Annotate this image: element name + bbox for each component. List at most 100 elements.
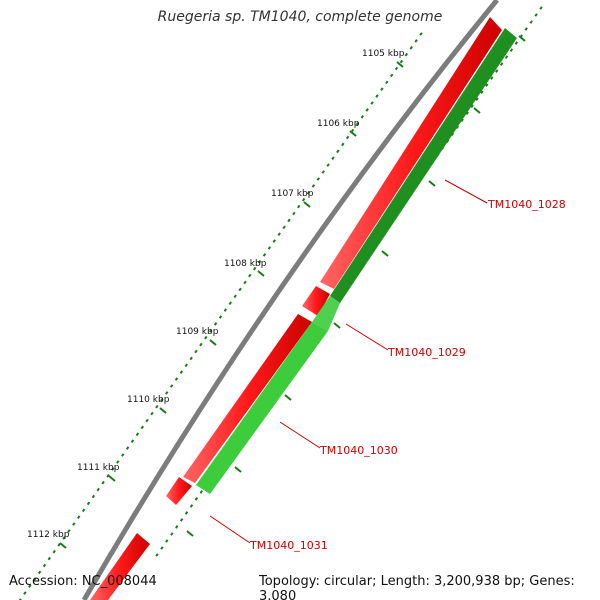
scale-dot-inner — [316, 177, 320, 181]
scale-dot-inner — [404, 52, 408, 57]
scale-dot-inner — [375, 94, 379, 98]
scale-dot-inner — [160, 397, 164, 402]
scale-dot-inner — [326, 163, 330, 167]
major-tick-1107 — [303, 201, 311, 208]
tick-label-1112: 1112 kbp — [27, 530, 70, 540]
scale-dot-outer — [165, 539, 169, 543]
scale-dot-inner — [77, 515, 81, 520]
major-tick-1105 — [396, 61, 404, 68]
scale-dot-inner — [223, 308, 228, 312]
scale-dot-inner — [101, 480, 105, 485]
gene-label-tm1040-1030[interactable]: TM1040_1030 — [319, 444, 398, 457]
scale-dot-outer — [175, 525, 179, 529]
scale-dot-inner — [380, 87, 384, 92]
scale-dot-inner — [130, 439, 135, 444]
gene-arrow-tm1040-1029-forward[interactable] — [312, 296, 340, 331]
scale-dot-inner — [267, 246, 272, 250]
tick-label-1106: 1106 kbp — [317, 119, 360, 129]
scale-dot-inner — [355, 121, 360, 126]
scale-dot-inner — [174, 377, 179, 381]
tick-label-1108: 1108 kbp — [224, 259, 267, 269]
scale-dot-inner — [345, 135, 350, 140]
scale-dot-inner — [243, 280, 247, 285]
scale-dot-inner — [140, 425, 144, 430]
gene-labels: TM1040_1028 TM1040_1029 TM1040_1030 TM10… — [209, 179, 566, 552]
scale-dot-inner — [72, 522, 76, 526]
major-tick-1112 — [59, 542, 67, 549]
scale-dot-outer — [199, 490, 203, 494]
scale-dot-inner — [67, 529, 71, 533]
scale-dot-inner — [341, 142, 345, 147]
major-tick-1111 — [108, 475, 116, 482]
scale-dot-inner — [184, 363, 188, 368]
scale-dot-outer — [179, 518, 184, 522]
leader-line-1028 — [444, 179, 488, 204]
leader-line-1031 — [209, 515, 251, 544]
gene-label-tm1040-1031[interactable]: TM1040_1031 — [249, 539, 328, 552]
major-tick-1108 — [257, 270, 265, 277]
gene-arrow-tm1040-1030-forward[interactable] — [196, 322, 328, 494]
scale-dot-outer — [470, 104, 474, 109]
scale-tick-labels: 1105 kbp 1106 kbp 1107 kbp 1108 kbp 1109… — [27, 49, 405, 540]
scale-dot-inner — [125, 446, 130, 450]
scale-dot-inner — [111, 467, 115, 471]
scale-dot-inner — [238, 287, 242, 292]
scale-dot-inner — [18, 598, 22, 600]
scale-dot-outer — [539, 6, 543, 10]
scale-dot-inner — [91, 494, 96, 499]
scale-dot-inner — [272, 239, 276, 243]
gene-arrow-next[interactable] — [90, 533, 150, 600]
scale-dot-outer — [490, 76, 494, 80]
scale-dot-inner — [414, 39, 418, 43]
scale-dot-inner — [81, 508, 86, 513]
scale-dot-inner — [121, 453, 125, 457]
scale-dot-inner — [233, 294, 237, 299]
scale-dot-inner — [33, 577, 37, 582]
major-tick-1110 — [159, 407, 167, 414]
scale-dot-outer — [529, 20, 533, 24]
scale-dot-inner — [150, 411, 154, 416]
scale-dot-outer — [465, 111, 469, 116]
tick-label-1109: 1109 kbp — [176, 327, 219, 337]
scale-dot-inner — [331, 156, 335, 161]
scale-dot-inner — [135, 432, 140, 437]
genome-title: Ruegeria sp. TM1040, complete genome — [157, 9, 443, 25]
scale-dot-outer — [514, 41, 519, 45]
genome-summary-text: Topology: circular; Length: 3,200,938 bp… — [259, 574, 575, 600]
gene-label-tm1040-1028[interactable]: TM1040_1028 — [487, 198, 566, 211]
major-tick-outer-1107 — [428, 180, 436, 187]
scale-dot-inner — [365, 108, 369, 112]
major-tick-outer-1106 — [473, 107, 481, 114]
gene-arrow-tm1040-1031[interactable] — [166, 477, 192, 505]
gene-arrow-tm1040-1030[interactable] — [183, 314, 312, 483]
scale-dot-inner — [209, 328, 213, 333]
scale-dot-inner — [248, 273, 252, 278]
scale-dot-inner — [336, 149, 340, 154]
scale-dot-inner — [199, 342, 203, 347]
leader-line-1030 — [279, 421, 321, 449]
gene-arrow-tm1040-1028[interactable] — [320, 17, 502, 289]
gene-label-tm1040-1029[interactable]: TM1040_1029 — [387, 346, 466, 359]
scale-dot-inner — [282, 225, 286, 230]
scale-dot-outer — [189, 504, 194, 508]
gene-arrow-tm1040-1028-forward[interactable] — [330, 28, 517, 303]
gene-arrow-tm1040-1029[interactable] — [302, 286, 330, 316]
scale-dot-inner — [399, 59, 404, 64]
scale-dot-inner — [360, 114, 364, 119]
scale-dot-inner — [189, 356, 193, 361]
scale-dot-outer — [534, 13, 538, 17]
scale-dot-inner — [106, 473, 110, 478]
scale-dot-inner — [155, 404, 159, 409]
scale-dot-outer — [184, 511, 189, 515]
scale-dot-inner — [145, 418, 149, 423]
major-tick-outer-1112 — [186, 530, 194, 537]
scale-dot-inner — [213, 322, 218, 326]
scale-dot-inner — [301, 197, 306, 202]
reverse-strand-genes — [90, 17, 502, 600]
major-tick-1106 — [349, 130, 357, 137]
scale-dot-inner — [262, 253, 267, 257]
scale-dot-inner — [204, 335, 208, 340]
scale-dot-outer — [485, 83, 489, 87]
scale-dot-inner — [96, 487, 100, 492]
